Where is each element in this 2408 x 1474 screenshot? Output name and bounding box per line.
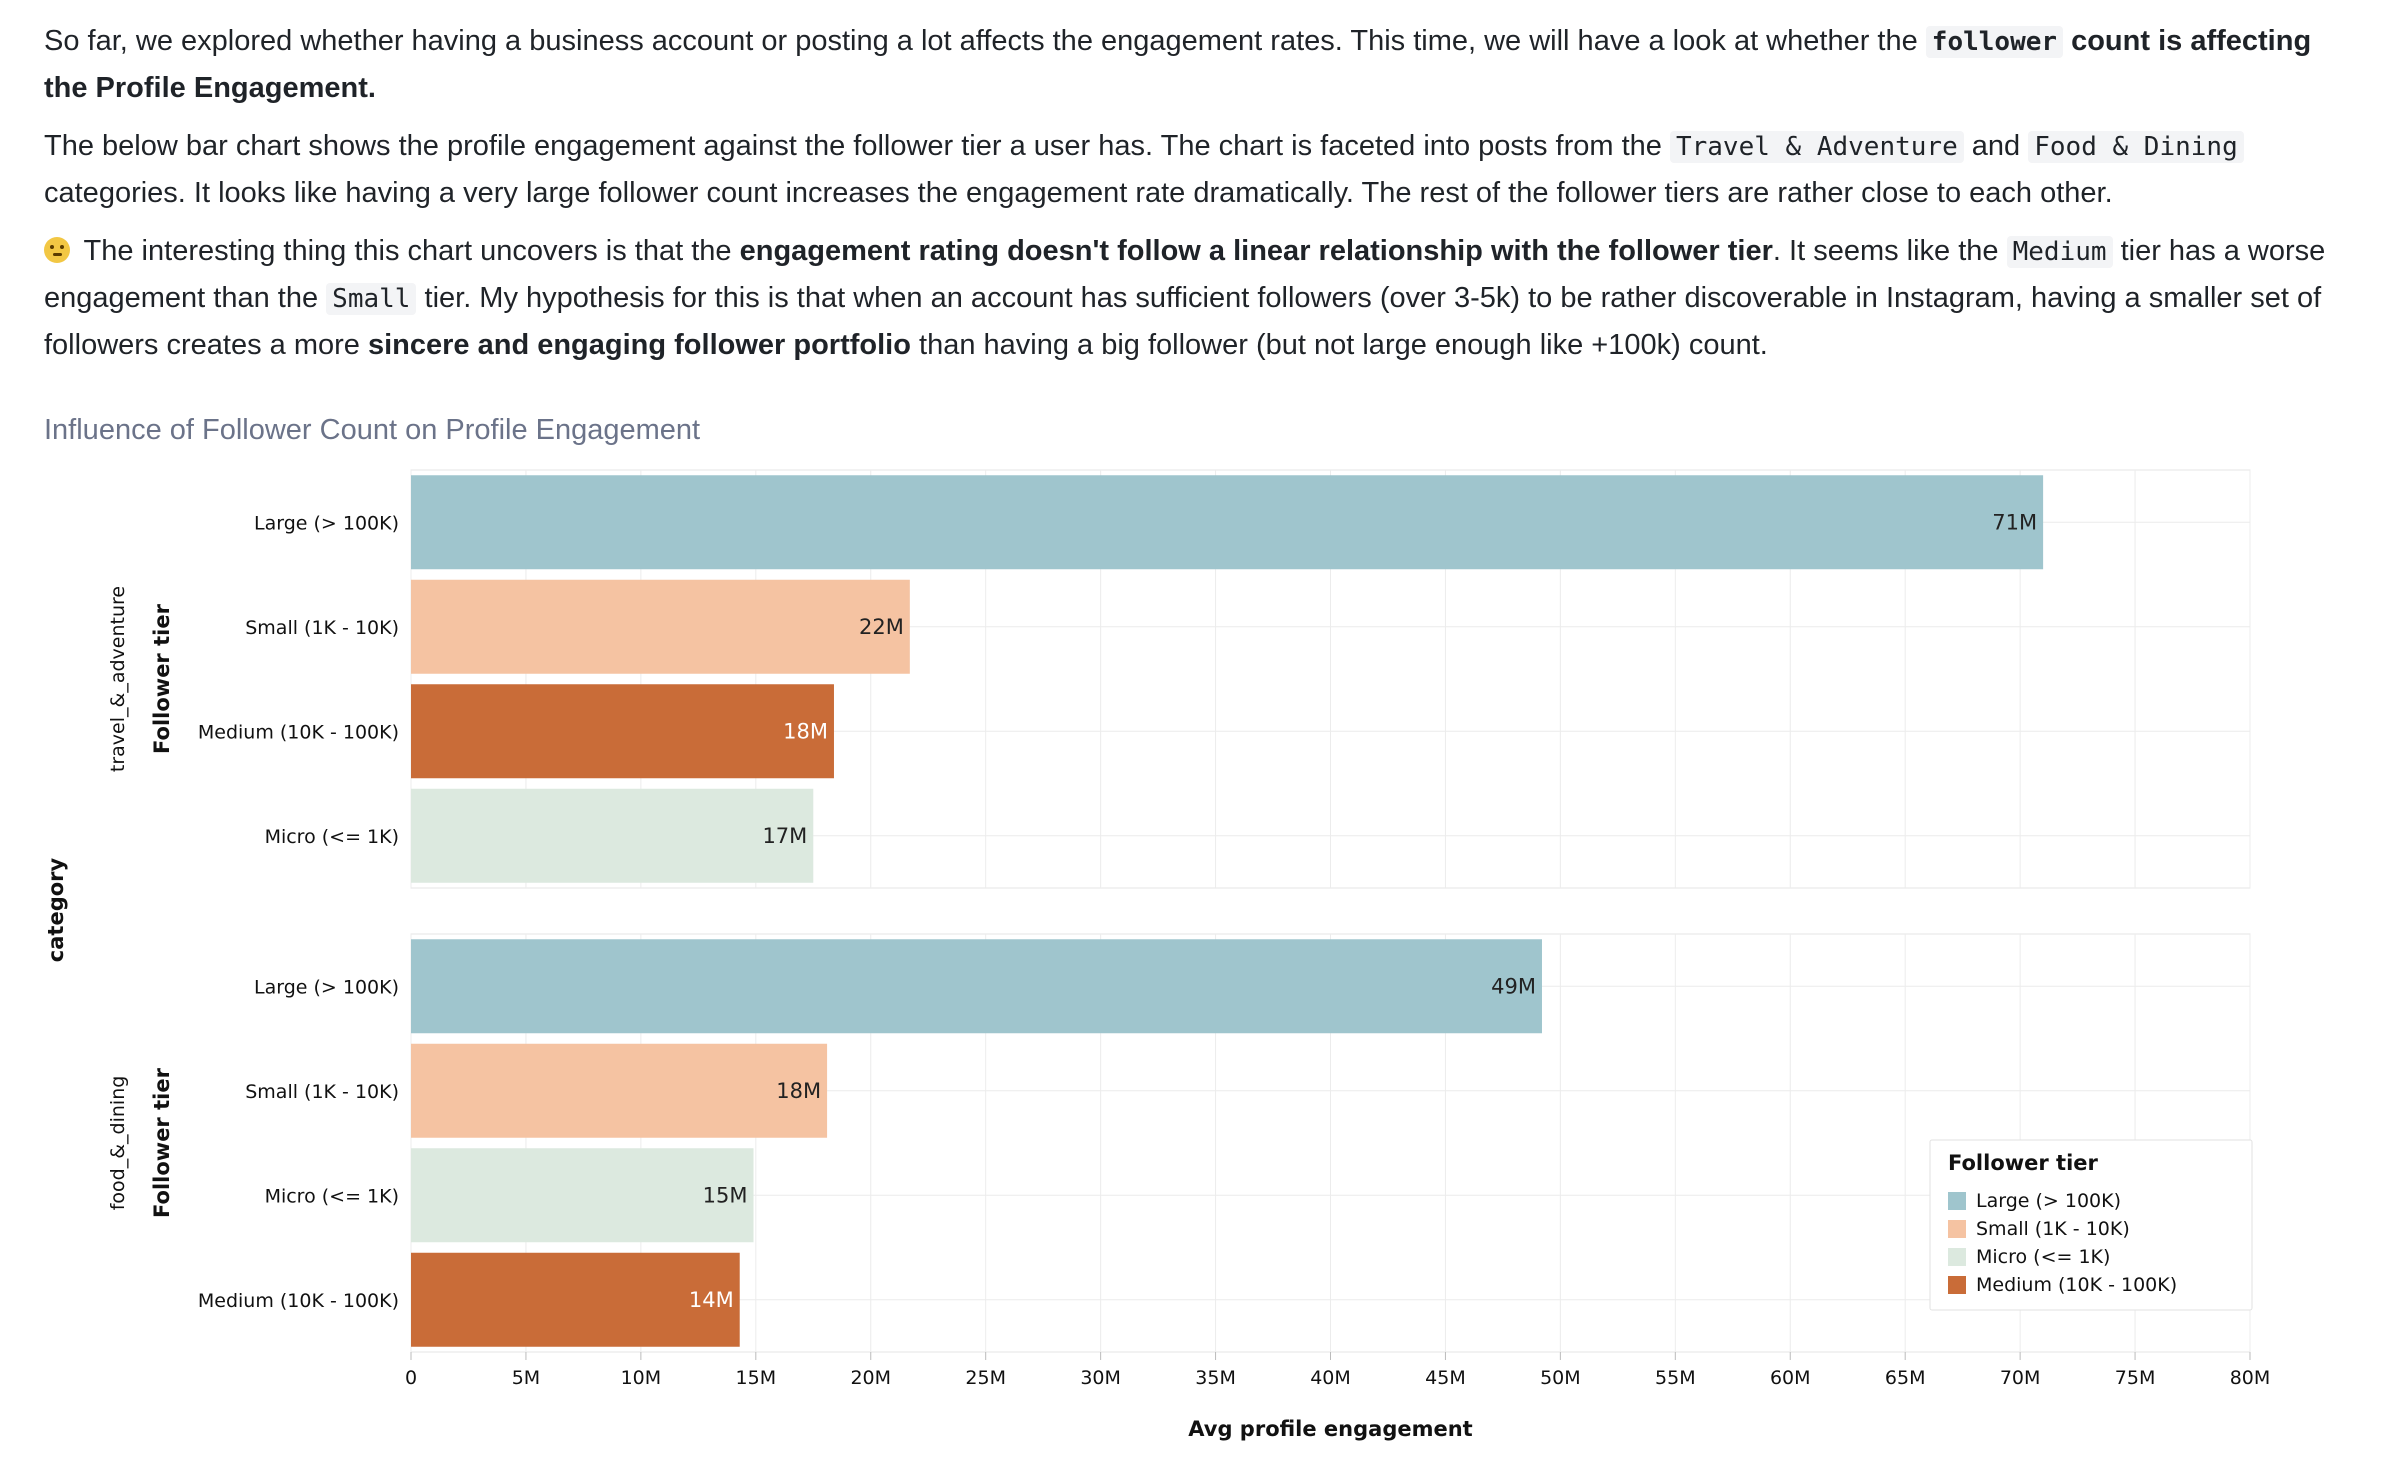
bar-value-label: 71M [1992, 510, 2037, 534]
paragraph-3-bold-2: sincere and engaging follower portfolio [367, 329, 911, 361]
x-tick-label: 10M [621, 1367, 662, 1389]
thinking-face-icon [44, 237, 70, 263]
x-axis-title: Avg profile engagement [1188, 1417, 1472, 1441]
bar [411, 1043, 828, 1138]
chart-title: Influence of Follower Count on Profile E… [44, 414, 701, 446]
x-tick-label: 0 [405, 1367, 417, 1389]
legend-swatch [1948, 1220, 1966, 1238]
legend-box [1929, 1139, 2253, 1311]
paragraph-3-bold-1: engagement rating doesn't follow a linea… [739, 235, 1773, 267]
tier-tick-label: Medium (10K - 100K) [198, 1290, 399, 1312]
paragraph-2-rest: categories. It looks like having a very … [44, 177, 2113, 209]
code-medium: Medium [2006, 236, 2113, 268]
y-axis-title: Follower tier [150, 603, 174, 754]
tier-tick-label: Large (> 100K) [254, 976, 399, 998]
paragraph-3-text-2: . It seems like the [1772, 235, 2007, 267]
facet-label: food_&_dining [107, 1076, 129, 1211]
x-tick-label: 35M [1195, 1367, 1236, 1389]
paragraph-2-text: The below bar chart shows the profile en… [44, 130, 1670, 162]
paragraph-2: The below bar chart shows the profile en… [44, 123, 2344, 216]
bar-value-label: 17M [762, 824, 807, 848]
x-tick-label: 55M [1655, 1367, 1696, 1389]
bar [411, 475, 2044, 570]
x-tick-label: 45M [1425, 1367, 1466, 1389]
paragraph-1-text: So far, we explored whether having a bus… [44, 25, 1926, 57]
paragraph-3-text: The interesting thing this chart uncover… [76, 235, 740, 267]
bar-value-label: 18M [783, 719, 828, 743]
code-small: Small [326, 283, 417, 315]
paragraph-1-bold: count is affecting the Profile Engagemen… [44, 25, 2312, 104]
article-prose: So far, we explored whether having a bus… [44, 18, 2344, 380]
legend-label: Micro (<= 1K) [1976, 1246, 2110, 1268]
bar-value-label: 15M [703, 1183, 748, 1207]
legend-label: Large (> 100K) [1976, 1190, 2121, 1212]
bar [411, 684, 834, 779]
code-follower: follower [1925, 26, 2064, 58]
bar [411, 579, 910, 674]
bar [411, 788, 814, 883]
x-tick-label: 20M [850, 1367, 891, 1389]
bar-value-label: 49M [1491, 974, 1536, 998]
paragraph-3-text-5: than having a big follower (but not larg… [910, 329, 1768, 361]
code-travel-adventure: Travel & Adventure [1669, 131, 1964, 163]
bar-value-label: 14M [689, 1288, 734, 1312]
x-tick-label: 30M [1080, 1367, 1121, 1389]
legend-title: Follower tier [1948, 1151, 2099, 1175]
x-tick-label: 40M [1310, 1367, 1351, 1389]
paragraph-1: So far, we explored whether having a bus… [44, 18, 2344, 111]
legend-swatch [1948, 1192, 1966, 1210]
x-tick-label: 60M [1770, 1367, 1811, 1389]
x-tick-label: 65M [1885, 1367, 1926, 1389]
tier-tick-label: Large (> 100K) [254, 512, 399, 534]
paragraph-3: The interesting thing this chart uncover… [44, 228, 2344, 368]
paragraph-2-and: and [1963, 130, 2029, 162]
legend-swatch [1948, 1248, 1966, 1266]
x-tick-label: 15M [736, 1367, 777, 1389]
tier-tick-label: Micro (<= 1K) [265, 1185, 399, 1207]
tier-tick-label: Medium (10K - 100K) [198, 721, 399, 743]
tier-tick-label: Small (1K - 10K) [245, 617, 399, 639]
code-food-dining: Food & Dining [2028, 131, 2244, 163]
legend-label: Medium (10K - 100K) [1976, 1274, 2177, 1296]
legend-label: Small (1K - 10K) [1976, 1218, 2130, 1240]
y-axis-title: Follower tier [150, 1067, 174, 1218]
x-tick-label: 75M [2115, 1367, 2156, 1389]
x-tick-label: 80M [2230, 1367, 2271, 1389]
bar-value-label: 22M [859, 615, 904, 639]
x-tick-label: 70M [2000, 1367, 2041, 1389]
x-tick-label: 5M [512, 1367, 540, 1389]
tier-tick-label: Micro (<= 1K) [265, 826, 399, 848]
paragraph-3-text-4: tier. My hypothesis for this is that whe… [44, 282, 2322, 361]
x-tick-label: 50M [1540, 1367, 1581, 1389]
tier-tick-label: Small (1K - 10K) [245, 1081, 399, 1103]
bar [411, 939, 1542, 1034]
facet-axis-title: category [44, 857, 68, 962]
x-tick-label: 25M [965, 1367, 1006, 1389]
legend-swatch [1948, 1276, 1966, 1294]
bar [411, 1148, 754, 1243]
bar [411, 1252, 740, 1347]
bar-value-label: 18M [776, 1079, 821, 1103]
paragraph-3-text-3: tier has a worse engagement than the [44, 235, 2326, 314]
facet-label: travel_&_adventure [107, 586, 129, 772]
